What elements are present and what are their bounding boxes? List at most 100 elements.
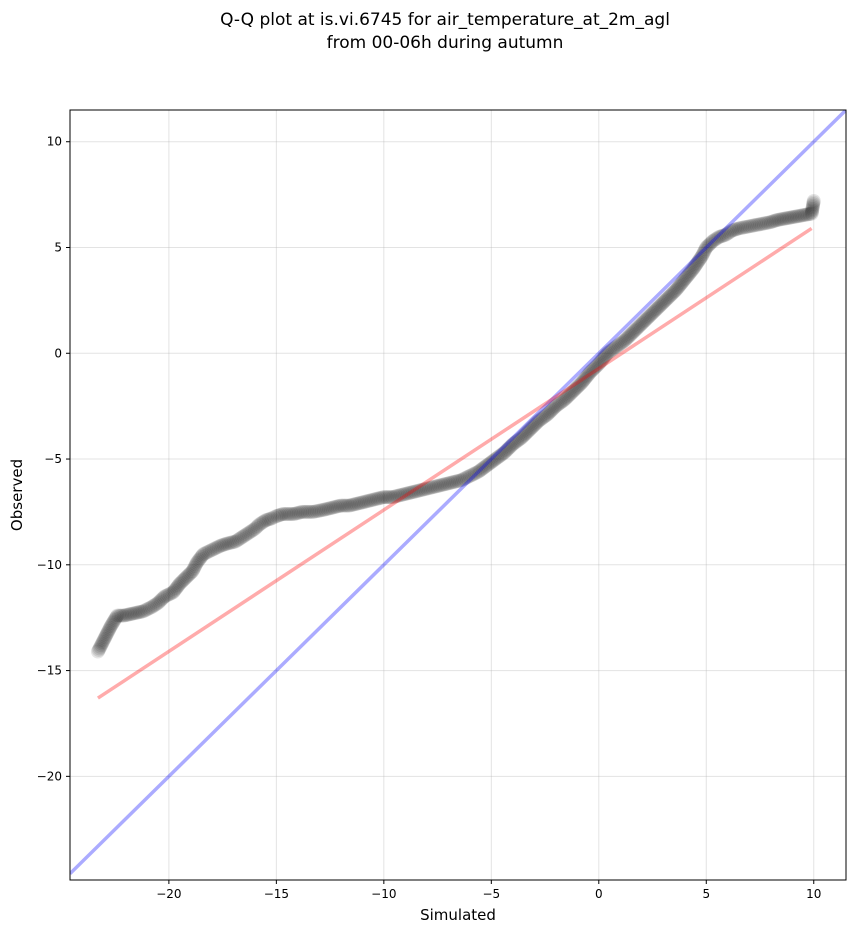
data-point xyxy=(695,247,710,262)
data-point xyxy=(569,380,584,395)
data-point xyxy=(258,513,273,528)
data-point xyxy=(195,548,210,563)
data-point xyxy=(604,343,619,358)
data-point xyxy=(295,504,310,519)
data-point xyxy=(644,306,659,321)
data-point xyxy=(505,437,520,452)
data-point xyxy=(314,503,329,518)
identity-line xyxy=(70,110,846,875)
data-point xyxy=(502,440,517,455)
data-point xyxy=(371,491,386,506)
data-point xyxy=(243,525,258,540)
data-point xyxy=(159,588,174,603)
data-point xyxy=(581,367,596,382)
data-point xyxy=(701,237,716,252)
data-point xyxy=(378,490,393,505)
data-point xyxy=(512,431,527,446)
data-point xyxy=(141,601,156,616)
data-point xyxy=(269,509,284,524)
data-point xyxy=(475,461,490,476)
data-point xyxy=(805,198,820,213)
data-point xyxy=(354,495,369,510)
data-point xyxy=(592,355,607,370)
data-point xyxy=(194,550,209,565)
data-point xyxy=(585,362,600,377)
data-point xyxy=(387,489,402,504)
data-point xyxy=(535,410,550,425)
data-point xyxy=(94,636,109,651)
data-point xyxy=(781,210,796,225)
data-point xyxy=(443,475,458,490)
data-point xyxy=(304,504,319,519)
data-point xyxy=(564,385,579,400)
data-point xyxy=(96,633,111,648)
data-point xyxy=(726,223,741,238)
data-point xyxy=(568,381,583,396)
data-point xyxy=(699,240,714,255)
data-point xyxy=(103,620,118,635)
data-point xyxy=(521,423,536,438)
data-point xyxy=(783,210,798,225)
data-point xyxy=(548,399,563,414)
data-point xyxy=(219,536,234,551)
data-point xyxy=(801,207,816,222)
data-point xyxy=(179,570,194,585)
data-point xyxy=(608,339,623,354)
y-tick-label: −15 xyxy=(37,664,62,678)
x-tick-label: −20 xyxy=(156,887,181,901)
data-point xyxy=(201,544,216,559)
data-point xyxy=(337,498,352,513)
data-point xyxy=(753,217,768,232)
data-point xyxy=(339,498,354,513)
data-point xyxy=(233,531,248,546)
data-point xyxy=(228,534,243,549)
data-point xyxy=(632,319,647,334)
data-point xyxy=(107,613,122,628)
data-point xyxy=(97,631,112,646)
data-point xyxy=(172,576,187,591)
data-point xyxy=(651,299,666,314)
data-point xyxy=(404,485,419,500)
data-point xyxy=(654,297,669,312)
data-point xyxy=(655,296,670,311)
data-point xyxy=(316,502,331,517)
data-point xyxy=(624,326,639,341)
data-point xyxy=(307,504,322,519)
data-point xyxy=(558,391,573,406)
data-point xyxy=(514,430,529,445)
data-point xyxy=(707,233,722,248)
data-point xyxy=(756,216,771,231)
data-point xyxy=(108,611,123,626)
data-point xyxy=(577,371,592,386)
data-point xyxy=(113,608,128,623)
data-point xyxy=(390,488,405,503)
data-point xyxy=(421,481,436,496)
data-point xyxy=(683,265,698,280)
data-point xyxy=(461,469,476,484)
data-point xyxy=(736,220,751,235)
data-point xyxy=(688,258,703,273)
data-point xyxy=(435,477,450,492)
data-point xyxy=(98,630,113,645)
data-point xyxy=(190,554,205,569)
data-point xyxy=(508,435,523,450)
data-point xyxy=(666,285,681,300)
data-point xyxy=(515,429,530,444)
data-point xyxy=(669,282,684,297)
data-point xyxy=(328,499,343,514)
data-point xyxy=(491,449,506,464)
data-point xyxy=(487,453,502,468)
data-point xyxy=(95,635,110,650)
data-point xyxy=(586,361,601,376)
data-point xyxy=(302,504,317,519)
data-point xyxy=(309,504,324,519)
data-point xyxy=(467,466,482,481)
data-point xyxy=(376,490,391,505)
data-point xyxy=(687,260,702,275)
data-point xyxy=(223,535,238,550)
data-point xyxy=(226,534,241,549)
data-point xyxy=(177,571,192,586)
data-point xyxy=(597,350,612,365)
data-point xyxy=(105,616,120,631)
data-point xyxy=(115,608,130,623)
